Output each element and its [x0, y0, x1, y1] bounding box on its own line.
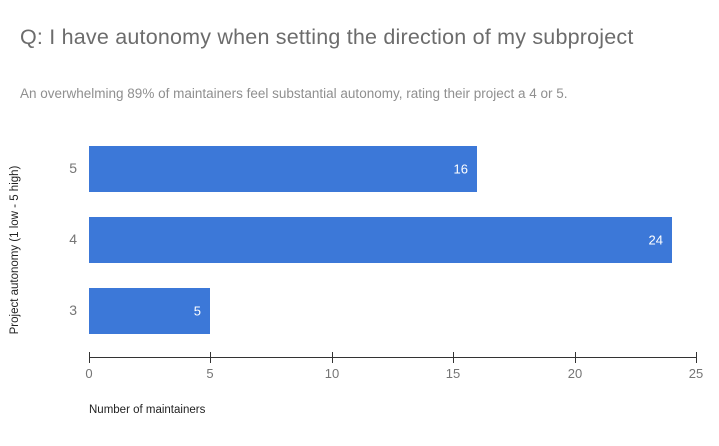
x-axis-tick-10: [332, 352, 333, 363]
x-axis-title: Number of maintainers: [89, 404, 206, 416]
x-axis-tick-5: [210, 352, 211, 363]
x-axis-tick-20: [575, 352, 576, 363]
bar-autonomy-3: 5: [89, 288, 210, 334]
x-axis-tick-label-25: 25: [688, 366, 704, 381]
x-axis-tick-label-0: 0: [85, 366, 93, 381]
x-axis-tick-label-15: 15: [445, 366, 461, 381]
bar-autonomy-5: 16: [89, 146, 477, 192]
x-axis-tick-label-10: 10: [324, 366, 340, 381]
bar-value-label-4: 24: [648, 232, 663, 248]
x-axis-tick-label-5: 5: [206, 366, 214, 381]
x-axis-tick-15: [453, 352, 454, 363]
chart-title: Q: I have autonomy when setting the dire…: [20, 25, 634, 49]
x-axis-tick-label-20: 20: [567, 366, 583, 381]
category-label-3: 3: [69, 302, 77, 318]
x-axis-line: [89, 357, 697, 358]
chart-subtitle: An overwhelming 89% of maintainers feel …: [20, 86, 568, 101]
category-label-4: 4: [69, 231, 77, 247]
x-axis-tick-25: [696, 352, 697, 363]
category-label-5: 5: [69, 160, 77, 176]
bar-value-label-5: 16: [453, 161, 468, 177]
bar-value-label-3: 5: [193, 303, 201, 319]
x-axis-tick-0: [89, 352, 90, 363]
bar-autonomy-4: 24: [89, 217, 672, 263]
